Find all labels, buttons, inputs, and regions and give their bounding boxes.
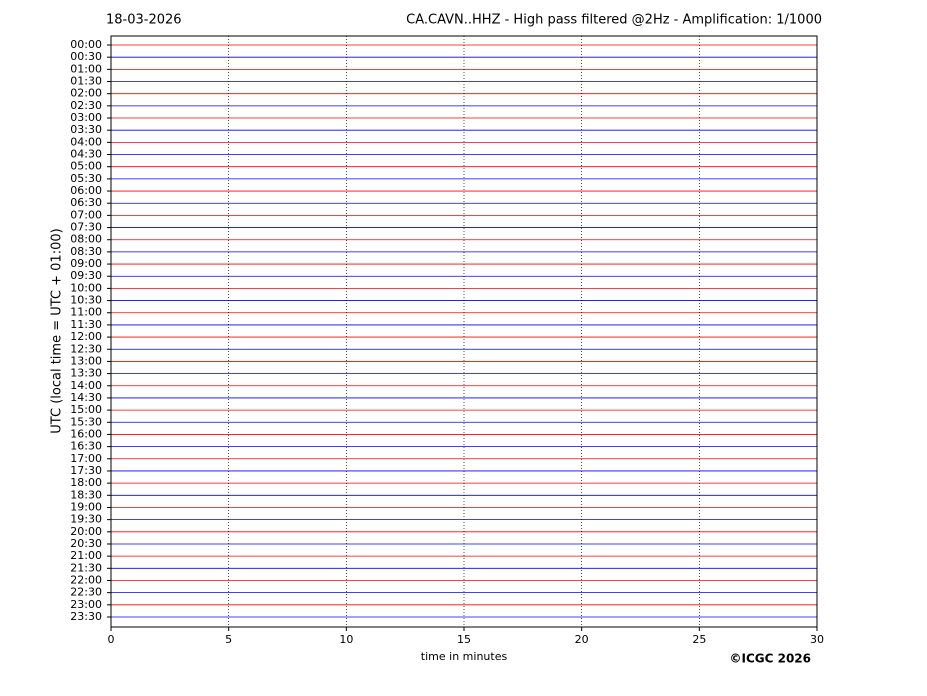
x-tick-label: 30 (810, 633, 824, 646)
copyright: ©ICGC 2026 (729, 652, 811, 666)
y-tick-label: 18:00 (70, 476, 102, 489)
y-tick-label: 00:30 (70, 50, 102, 63)
y-tick-label: 08:00 (70, 233, 102, 246)
y-tick-label: 10:00 (70, 281, 102, 294)
y-tick-label: 09:30 (70, 269, 102, 282)
y-tick-label: 11:00 (70, 306, 102, 319)
y-tick-label: 06:00 (70, 184, 102, 197)
y-tick-label: 17:30 (70, 464, 102, 477)
y-tick-label: 20:30 (70, 537, 102, 550)
y-tick-label: 12:00 (70, 330, 102, 343)
y-tick-label: 14:00 (70, 379, 102, 392)
y-tick-label: 19:00 (70, 500, 102, 513)
y-axis-label: UTC (local time = UTC + 01:00) (50, 228, 65, 433)
y-tick-label: 09:00 (70, 257, 102, 270)
y-tick-label: 21:30 (70, 561, 102, 574)
y-tick-label: 15:00 (70, 403, 102, 416)
y-tick-label: 22:00 (70, 573, 102, 586)
y-tick-label: 00:00 (70, 38, 102, 51)
x-tick-label: 25 (692, 633, 706, 646)
y-tick-label: 01:30 (70, 75, 102, 88)
y-tick-label: 13:30 (70, 367, 102, 380)
y-tick-label: 05:30 (70, 172, 102, 185)
y-tick-label: 17:00 (70, 452, 102, 465)
x-tick-label: 5 (225, 633, 232, 646)
y-tick-label: 21:00 (70, 549, 102, 562)
y-tick-label: 03:00 (70, 111, 102, 124)
plot-frame (110, 35, 818, 628)
y-tick-label: 05:00 (70, 160, 102, 173)
y-tick-label: 03:30 (70, 123, 102, 136)
x-tick-label: 15 (457, 633, 471, 646)
chart-title: CA.CAVN..HHZ - High pass filtered @2Hz -… (406, 13, 822, 28)
y-tick-label: 02:30 (70, 99, 102, 112)
y-tick-label: 04:00 (70, 135, 102, 148)
y-tick-label: 07:00 (70, 208, 102, 221)
y-tick-label: 11:30 (70, 318, 102, 331)
y-tick-label: 14:30 (70, 391, 102, 404)
y-tick-label: 22:30 (70, 586, 102, 599)
y-tick-label: 23:00 (70, 598, 102, 611)
x-tick-label: 20 (575, 633, 589, 646)
x-tick-label: 0 (108, 633, 115, 646)
y-tick-label: 16:30 (70, 440, 102, 453)
y-tick-label: 20:00 (70, 525, 102, 538)
y-tick-label: 19:30 (70, 513, 102, 526)
y-tick-label: 06:30 (70, 196, 102, 209)
y-tick-label: 15:30 (70, 415, 102, 428)
y-tick-label: 04:30 (70, 148, 102, 161)
chart-date: 18-03-2026 (106, 13, 182, 28)
y-tick-label: 16:00 (70, 427, 102, 440)
x-tick-label: 10 (339, 633, 353, 646)
y-tick-label: 08:30 (70, 245, 102, 258)
y-tick-label: 23:30 (70, 610, 102, 623)
y-tick-label: 10:30 (70, 294, 102, 307)
y-tick-label: 02:00 (70, 87, 102, 100)
y-tick-label: 18:30 (70, 488, 102, 501)
y-tick-label: 13:00 (70, 354, 102, 367)
y-tick-label: 12:30 (70, 342, 102, 355)
y-tick-label: 07:30 (70, 221, 102, 234)
y-tick-label: 01:00 (70, 62, 102, 75)
x-axis-label: time in minutes (421, 650, 508, 663)
